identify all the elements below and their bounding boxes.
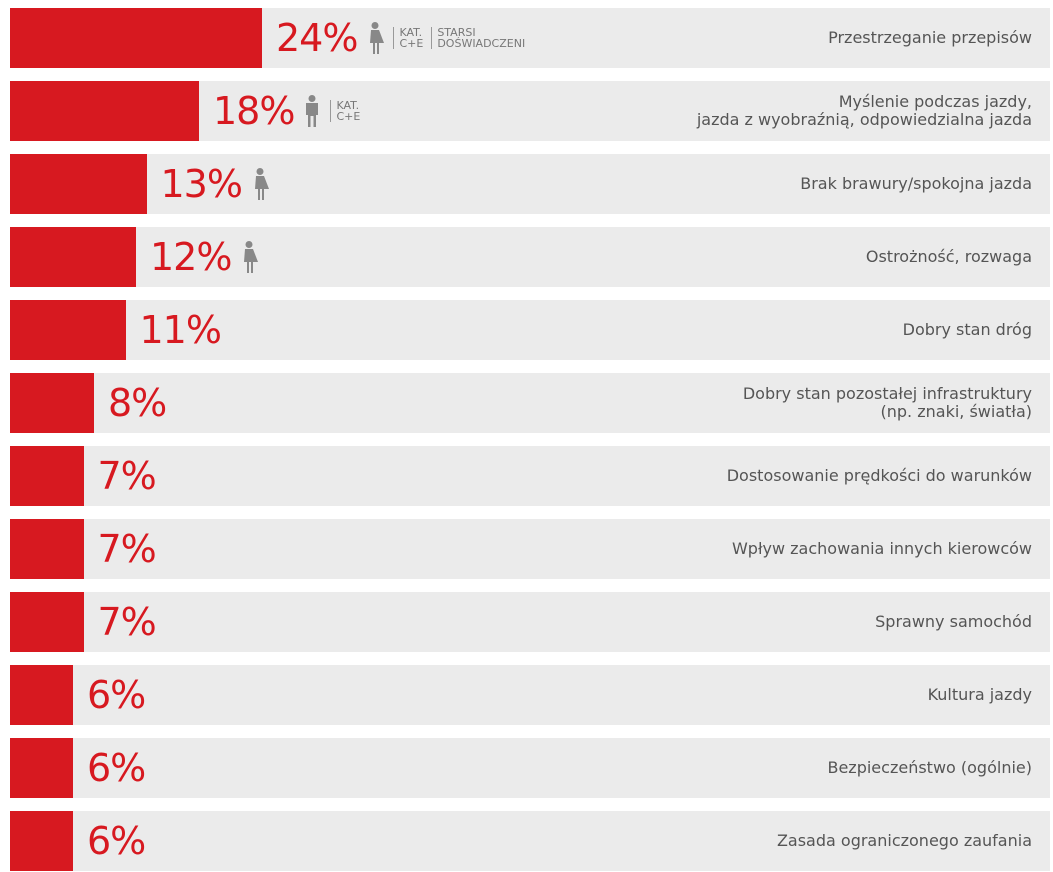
value-label-group: 18% KAT. C+E — [213, 81, 360, 141]
value-label-group: 7% — [97, 519, 157, 579]
bar — [10, 446, 84, 506]
category-label: Bezpieczeństwo (ogólnie) — [827, 758, 1032, 777]
value-label-group: 8% — [108, 373, 167, 433]
category-label: Sprawny samochód — [875, 612, 1032, 631]
value-label: 6% — [87, 819, 146, 863]
category-label: Kultura jazdy — [927, 685, 1032, 704]
value-label: 24% — [276, 16, 358, 60]
row-background: 11% Dobry stan dróg — [10, 300, 1050, 360]
tag: STARSI DOŚWIADCZENI — [431, 27, 525, 49]
value-label: 8% — [108, 381, 167, 425]
value-label: 11% — [139, 308, 222, 352]
value-label-group: 6% — [87, 665, 146, 725]
value-label-group: 24% KAT. C+E STARSI DOŚWIADCZENI — [276, 8, 525, 68]
category-label: Ostrożność, rozwaga — [865, 247, 1032, 266]
row-background: 6% Bezpieczeństwo (ogólnie) — [10, 738, 1050, 798]
category-label: Brak brawury/spokojna jazda — [800, 174, 1032, 193]
row-background: 24% KAT. C+E STARSI DOŚWIADCZENI Przestrzeg… — [10, 8, 1050, 68]
value-label: 18% — [213, 89, 295, 133]
row-background: 12% Ostrożność, rozwaga — [10, 227, 1050, 287]
value-label-group: 11% — [139, 300, 222, 360]
value-label: 7% — [97, 600, 157, 644]
person-icon — [367, 22, 385, 54]
person-icon — [241, 241, 259, 273]
category-label: Dobry stan dróg — [902, 320, 1032, 339]
category-label: Wpływ zachowania innych kierowców — [731, 539, 1032, 558]
row-background: 8% Dobry stan pozostałej infrastruktury (… — [10, 373, 1050, 433]
value-label: 6% — [87, 746, 146, 790]
category-label: Dostosowanie prędkości do warunków — [726, 466, 1032, 485]
bar — [10, 811, 73, 871]
category-label: Zasada ograniczonego zaufania — [776, 831, 1032, 850]
bar — [10, 519, 84, 579]
bar — [10, 154, 147, 214]
row-background: 7% Wpływ zachowania innych kierowców — [10, 519, 1050, 579]
bar — [10, 592, 84, 652]
value-label-group: 6% — [87, 811, 146, 871]
row-background: 7% Sprawny samochód — [10, 592, 1050, 652]
row-background: 7% Dostosowanie prędkości do warunków — [10, 446, 1050, 506]
bar — [10, 8, 262, 68]
value-label: 12% — [150, 235, 232, 279]
row-background: 13% Brak brawury/spokojna jazda — [10, 154, 1050, 214]
tag: KAT. C+E — [393, 27, 423, 49]
category-label: Dobry stan pozostałej infrastruktury (np… — [742, 384, 1032, 421]
value-label: 13% — [160, 162, 243, 206]
person-icon — [306, 95, 319, 127]
category-label: Przestrzeganie przepisów — [828, 28, 1032, 47]
bar — [10, 665, 73, 725]
value-label-group: 13% — [161, 154, 270, 214]
value-label: 6% — [87, 673, 146, 717]
row-background: 6% Kultura jazdy — [10, 665, 1050, 725]
row-background: 18% KAT. C+E Myślenie podczas jazdy, jazda… — [10, 81, 1050, 141]
bar — [10, 373, 94, 433]
bar — [10, 81, 199, 141]
row-background: 6% Zasada ograniczonego zaufania — [10, 811, 1050, 871]
tag: KAT. C+E — [330, 100, 360, 122]
bar — [10, 300, 126, 360]
person-icon — [251, 168, 269, 200]
value-label-group: 7% — [97, 446, 157, 506]
bar — [10, 738, 73, 798]
value-label: 7% — [97, 527, 157, 571]
category-label: Myślenie podczas jazdy, jazda z wyobraźn… — [696, 92, 1032, 129]
value-label-group: 6% — [87, 738, 146, 798]
value-label-group: 7% — [97, 592, 157, 652]
value-label: 7% — [97, 454, 157, 498]
bar — [10, 227, 136, 287]
value-label-group: 12% — [150, 227, 259, 287]
